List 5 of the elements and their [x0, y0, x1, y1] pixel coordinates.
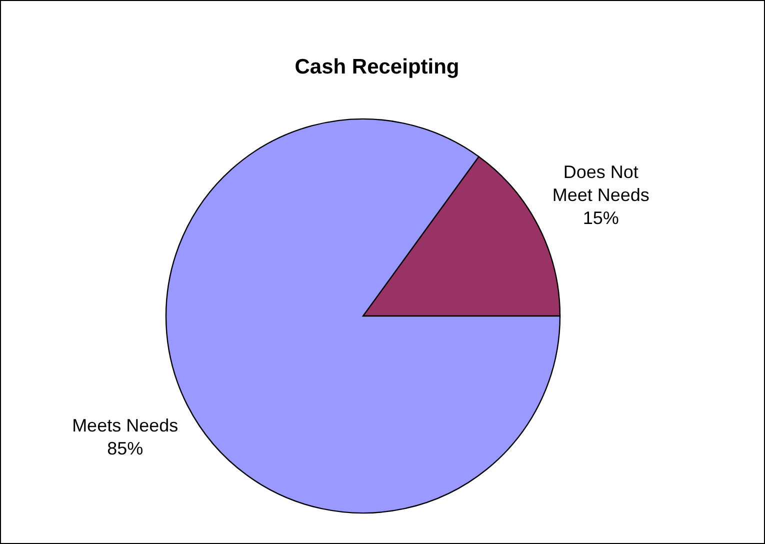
- slice-label: Meets Needs: [72, 416, 178, 436]
- data-label: 15%: [582, 208, 619, 228]
- chart-title: Cash Receipting: [294, 56, 460, 78]
- slice-label: Does Not Meet Needs: [552, 162, 650, 205]
- data-label: 85%: [107, 438, 144, 459]
